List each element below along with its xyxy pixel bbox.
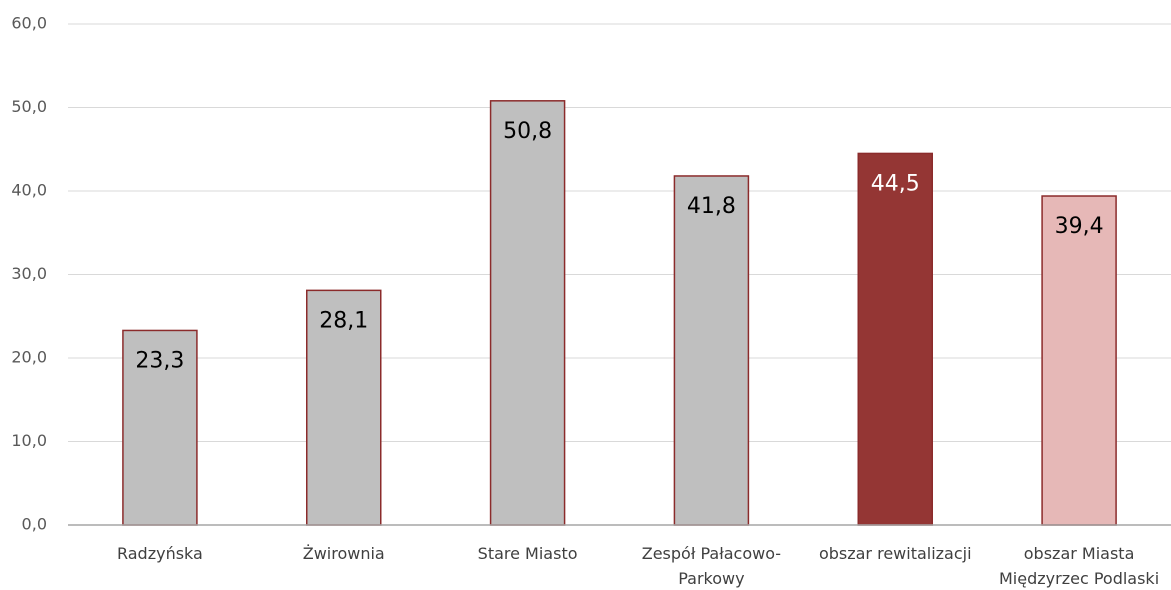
y-tick-label: 20,0	[11, 348, 47, 367]
bar	[857, 152, 933, 526]
data-label: 39,4	[1055, 214, 1104, 239]
y-tick-label: 30,0	[11, 264, 47, 283]
data-label: 44,5	[871, 171, 920, 196]
y-tick-label: 60,0	[11, 14, 47, 33]
x-tick-label: Zespół Pałacowo- Parkowy	[641, 544, 782, 588]
x-tick-label: Stare Miasto	[477, 544, 578, 563]
data-label: 28,1	[319, 308, 368, 333]
x-tick-label: Żwirownia	[302, 544, 385, 563]
x-tick-label: obszar Miasta Międzyrzec Podlaski	[999, 544, 1160, 588]
data-label: 23,3	[135, 348, 184, 373]
y-tick-label: 40,0	[11, 181, 47, 200]
y-tick-label: 0,0	[22, 515, 47, 534]
bar	[306, 289, 382, 526]
y-tick-label: 50,0	[11, 97, 47, 116]
x-tick-label: Radzyńska	[116, 544, 203, 563]
bar	[489, 100, 566, 526]
data-label: 50,8	[503, 119, 552, 144]
data-label: 41,8	[687, 194, 736, 219]
x-tick-label: obszar rewitalizacji	[818, 544, 972, 563]
bar	[1041, 195, 1117, 526]
bar	[673, 175, 750, 526]
y-tick-label: 10,0	[11, 431, 47, 450]
